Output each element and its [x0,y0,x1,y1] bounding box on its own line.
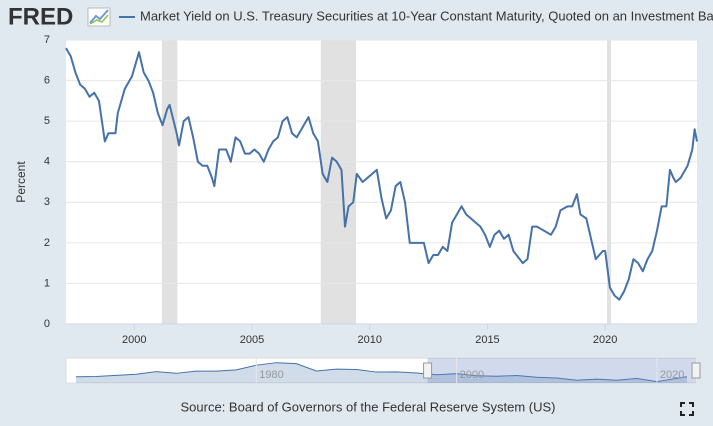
x-tick-label: 2010 [357,334,381,346]
legend-label: Market Yield on U.S. Treasury Securities… [140,8,713,23]
navigator-tick-label: 2020 [660,369,684,381]
y-tick-label: 7 [44,34,50,46]
x-tick-label: 2000 [122,334,146,346]
source: Source: Board of Governors of the Federa… [181,399,556,414]
navigator-bg [65,357,698,384]
navigator-handle[interactable] [423,362,433,379]
navigator-tick-label: 2000 [460,369,484,381]
y-tick-label: 3 [44,196,50,208]
navigator-selection [427,358,696,383]
navigator-handle[interactable] [691,362,701,379]
series-line [65,47,698,301]
recession-band [161,40,178,324]
y-tick-label: 1 [44,277,50,289]
navigator-line [76,362,688,383]
fullscreen-icon[interactable] [680,402,694,416]
y-tick-label: 0 [44,318,50,330]
navigator-tick-label: 1980 [259,369,283,381]
x-tick-label: 2005 [240,334,264,346]
y-tick-label: 6 [44,74,50,86]
y-tick-label: 2 [44,237,50,249]
navigator-area [76,362,687,383]
recession-band [607,40,612,324]
plot-area [66,40,697,324]
x-tick-label: 2015 [475,334,499,346]
logo-icon [87,7,111,27]
y-tick-label: 4 [44,156,50,168]
logo: FRED [8,3,73,30]
y-axis-label: Percent [14,161,28,203]
recession-band [320,40,357,324]
x-tick-label: 2020 [593,334,617,346]
y-tick-label: 5 [44,115,50,127]
